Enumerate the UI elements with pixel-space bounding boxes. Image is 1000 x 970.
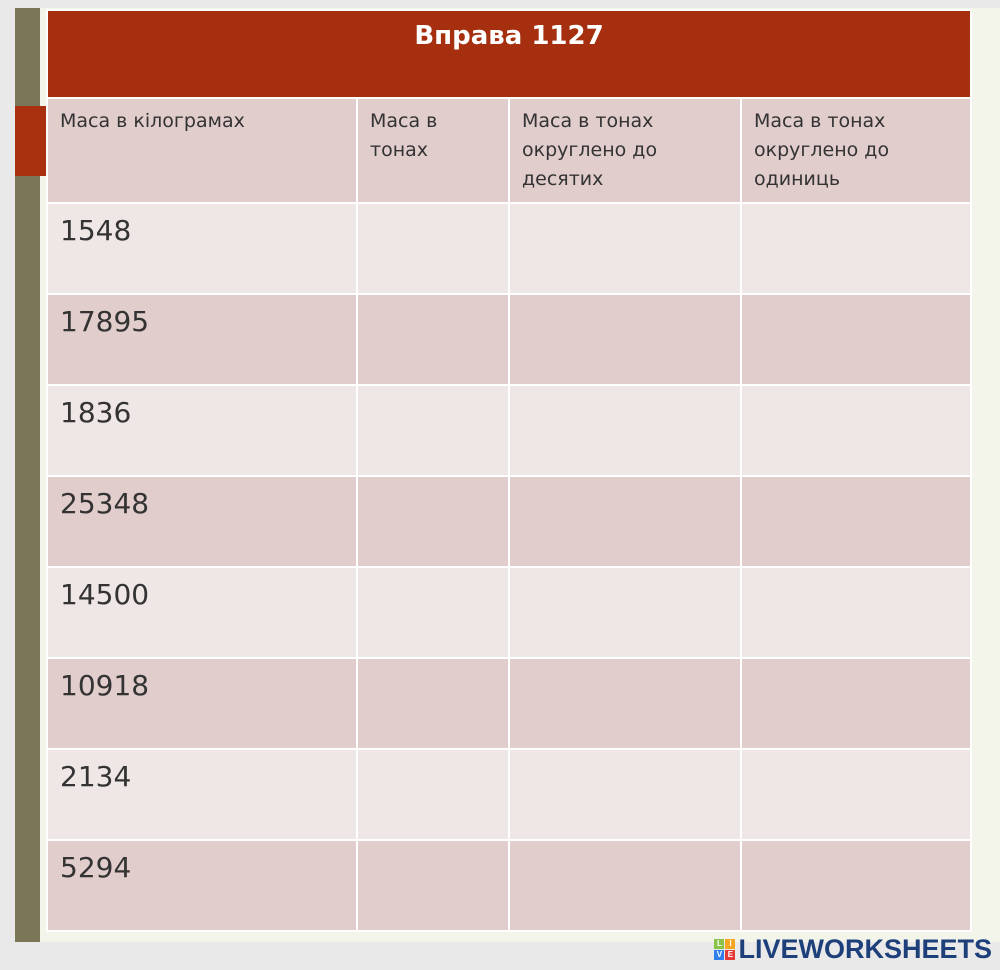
- table-row: 1836: [46, 384, 973, 477]
- mass-kg-cell: 25348: [46, 475, 358, 568]
- logo-letter: I: [725, 939, 736, 949]
- mass-kg-cell: 10918: [46, 657, 358, 750]
- rounded-tenths-input[interactable]: [508, 202, 742, 295]
- rounded-tenths-input[interactable]: [508, 475, 742, 568]
- exercise-table: Вправа 1127 Маса в кілограмах Маса в тон…: [45, 9, 973, 932]
- mass-kg-cell: 2134: [46, 748, 358, 841]
- mass-tons-input[interactable]: [356, 384, 510, 477]
- mass-kg-cell: 5294: [46, 839, 358, 932]
- mass-kg-cell: 14500: [46, 566, 358, 659]
- rounded-tenths-input[interactable]: [508, 839, 742, 932]
- column-header: Маса в кілограмах: [46, 97, 358, 204]
- rounded-units-input[interactable]: [739, 202, 973, 295]
- rounded-units-input[interactable]: [739, 384, 973, 477]
- column-header: Маса в тонах округлено до десятих: [508, 97, 742, 204]
- mass-tons-input[interactable]: [356, 202, 510, 295]
- logo-letter: V: [714, 950, 725, 960]
- table-row: 10918: [46, 657, 973, 750]
- rounded-tenths-input[interactable]: [508, 293, 742, 386]
- table-row: 25348: [46, 475, 973, 568]
- mass-tons-input[interactable]: [356, 566, 510, 659]
- rounded-units-input[interactable]: [739, 657, 973, 750]
- table-row: 14500: [46, 566, 973, 659]
- column-header: Маса в тонах округлено до одиниць: [739, 97, 973, 204]
- mass-kg-cell: 17895: [46, 293, 358, 386]
- logo-letter: E: [725, 950, 736, 960]
- mass-kg-cell: 1836: [46, 384, 358, 477]
- mass-tons-input[interactable]: [356, 475, 510, 568]
- brand-text: LIVEWORKSHEETS: [738, 934, 992, 964]
- table-row: 5294: [46, 839, 973, 932]
- rounded-tenths-input[interactable]: [508, 384, 742, 477]
- rounded-tenths-input[interactable]: [508, 657, 742, 750]
- mass-kg-cell: 1548: [46, 202, 358, 295]
- logo-letter: L: [714, 939, 725, 949]
- rounded-units-input[interactable]: [739, 293, 973, 386]
- table-row: 17895: [46, 293, 973, 386]
- rounded-tenths-input[interactable]: [508, 748, 742, 841]
- rounded-units-input[interactable]: [739, 566, 973, 659]
- rounded-tenths-input[interactable]: [508, 566, 742, 659]
- table-row: 2134: [46, 748, 973, 841]
- table-title: Вправа 1127: [45, 9, 973, 99]
- rounded-units-input[interactable]: [739, 839, 973, 932]
- rounded-units-input[interactable]: [739, 748, 973, 841]
- column-header: Маса в тонах: [356, 97, 510, 204]
- mass-tons-input[interactable]: [356, 293, 510, 386]
- mass-tons-input[interactable]: [356, 657, 510, 750]
- table-row: 1548: [46, 202, 973, 295]
- slide-accent-tab: [15, 106, 46, 176]
- rounded-units-input[interactable]: [739, 475, 973, 568]
- mass-tons-input[interactable]: [356, 839, 510, 932]
- mass-tons-input[interactable]: [356, 748, 510, 841]
